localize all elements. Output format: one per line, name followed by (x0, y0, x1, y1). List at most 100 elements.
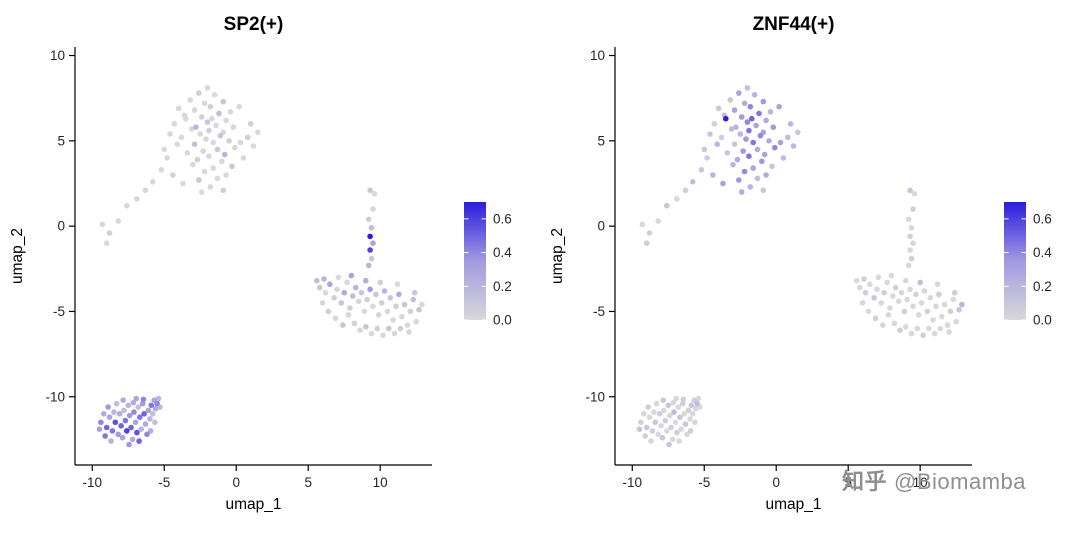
data-point (171, 121, 178, 127)
data-point (152, 405, 159, 412)
data-point (232, 144, 238, 151)
data-point (643, 240, 650, 246)
data-point (736, 177, 742, 183)
data-point (769, 163, 775, 170)
data-point (367, 286, 373, 293)
watermark: 知乎 @Biomamba (842, 464, 1026, 496)
data-point (766, 138, 772, 144)
data-point (689, 179, 696, 185)
data-point (207, 184, 214, 190)
data-point (149, 179, 156, 185)
data-point (244, 134, 251, 141)
data-point (210, 165, 216, 171)
data-point (728, 126, 735, 132)
data-point (367, 233, 373, 240)
data-point (737, 131, 743, 137)
data-point (881, 289, 887, 296)
data-point (907, 233, 913, 240)
data-point (746, 127, 752, 134)
data-point (217, 132, 224, 139)
data-point (761, 151, 768, 158)
data-point (672, 419, 679, 426)
data-point (917, 279, 923, 286)
data-point (209, 115, 215, 122)
data-point (859, 300, 866, 306)
data-point (903, 277, 909, 284)
data-point (756, 110, 762, 117)
data-point (341, 289, 348, 296)
data-point (393, 303, 399, 310)
svg-text:0.6: 0.6 (1033, 211, 1052, 226)
x-axis: -10 -5 0 5 10 umap_1 (75, 464, 432, 513)
data-point (314, 277, 320, 284)
data-point (103, 240, 110, 246)
data-point (753, 122, 759, 129)
data-point (331, 295, 337, 301)
data-point (147, 416, 153, 422)
data-point (670, 399, 677, 406)
data-point (944, 322, 951, 328)
data-point (751, 92, 758, 98)
svg-text:-5: -5 (158, 475, 170, 490)
data-point (754, 175, 761, 182)
data-point (338, 300, 345, 306)
svg-text:-10: -10 (585, 389, 605, 404)
data-point (652, 419, 659, 426)
data-point (368, 255, 375, 262)
data-point (410, 296, 417, 303)
data-point (194, 156, 201, 163)
data-point (777, 139, 784, 146)
data-point (666, 412, 673, 419)
data-point (125, 402, 132, 409)
data-point (665, 402, 672, 409)
data-point (914, 325, 921, 332)
data-point (142, 421, 149, 427)
data-point (128, 424, 134, 431)
data-point (351, 320, 358, 327)
svg-text:5: 5 (57, 133, 65, 148)
data-point (947, 308, 954, 315)
svg-text:10: 10 (373, 475, 388, 490)
data-point (98, 419, 104, 426)
data-point (96, 426, 103, 433)
data-point (875, 274, 882, 281)
data-point (229, 163, 235, 170)
data-point (335, 274, 342, 281)
svg-text:0: 0 (57, 219, 65, 234)
data-point (655, 431, 661, 438)
data-point (406, 329, 412, 335)
data-point (746, 153, 752, 159)
data-point (214, 175, 221, 182)
data-point (695, 395, 702, 402)
data-point (230, 124, 237, 130)
data-point (718, 134, 725, 141)
data-point (407, 308, 414, 315)
data-point (154, 400, 160, 407)
data-point (760, 98, 767, 105)
data-point (642, 433, 648, 439)
data-point (643, 424, 650, 431)
data-point (754, 146, 761, 153)
data-point (197, 131, 203, 137)
data-point (694, 400, 700, 407)
svg-text:0.0: 0.0 (493, 313, 512, 328)
data-point (221, 151, 228, 158)
data-point (380, 332, 386, 339)
data-point (688, 402, 695, 409)
data-point (220, 187, 227, 194)
data-point (898, 289, 905, 296)
data-point (760, 187, 767, 194)
data-point (158, 167, 165, 173)
data-point (116, 411, 123, 417)
data-point (134, 196, 140, 202)
data-point (321, 276, 327, 282)
data-point (959, 301, 965, 308)
data-point (206, 127, 212, 134)
data-point (148, 402, 155, 409)
data-point (133, 395, 139, 402)
data-point (105, 404, 111, 410)
data-point (741, 168, 748, 175)
data-point (142, 187, 149, 194)
data-point (103, 424, 110, 431)
